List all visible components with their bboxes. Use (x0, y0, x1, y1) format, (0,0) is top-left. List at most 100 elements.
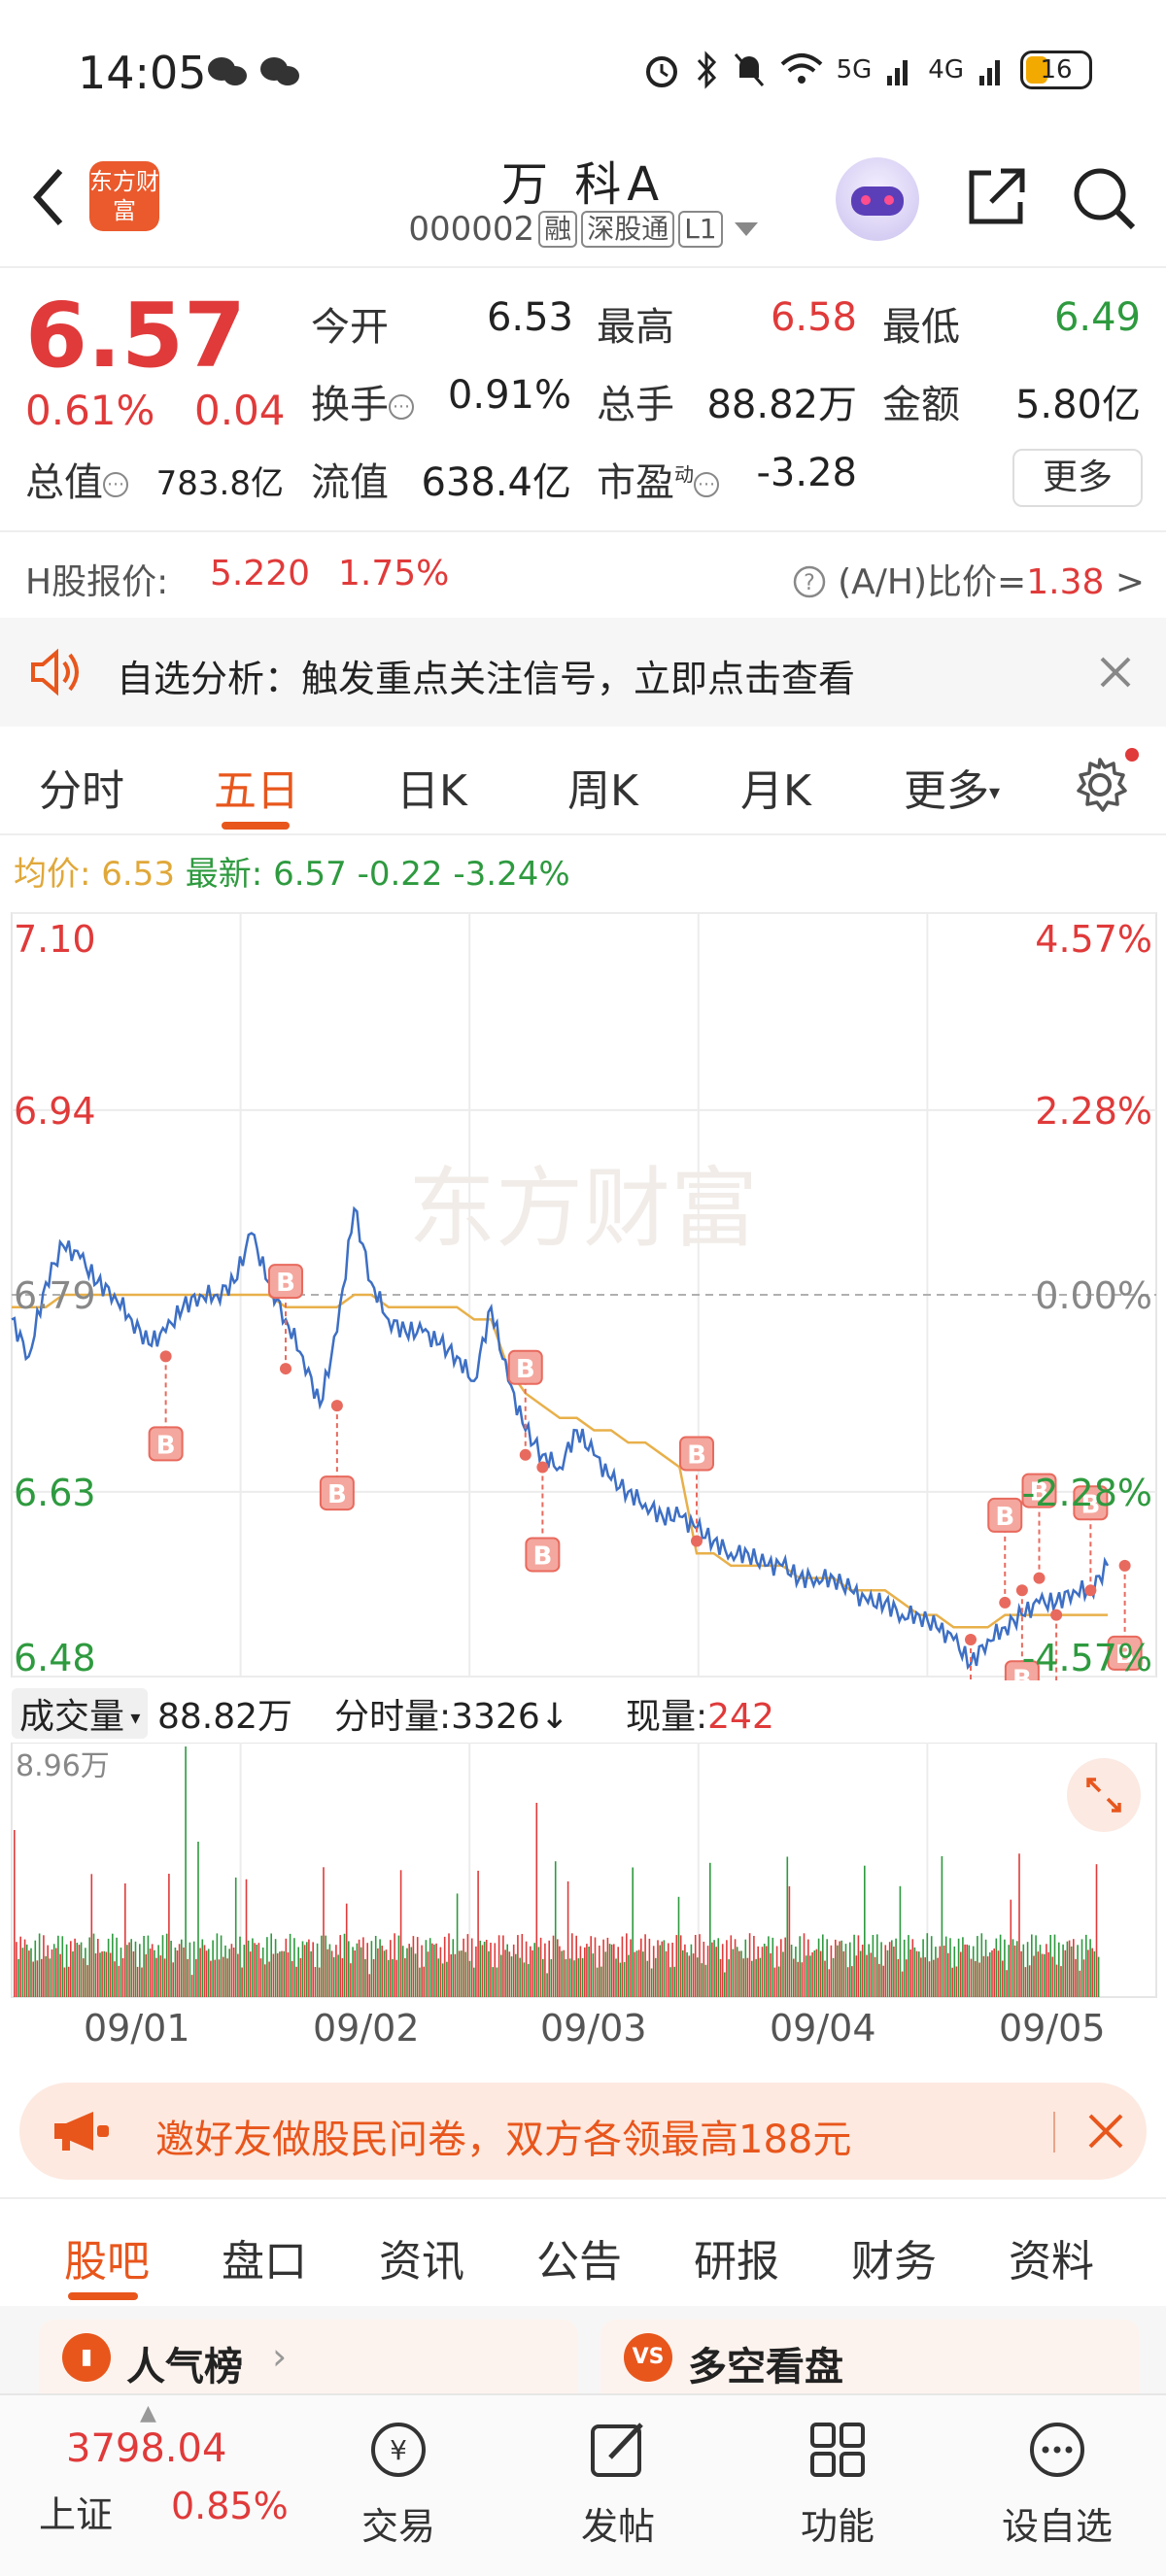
tab-forum[interactable]: 股吧 (64, 2237, 150, 2287)
close-icon[interactable] (1086, 2112, 1125, 2151)
volume-bar (264, 1964, 266, 1997)
tab-profile[interactable]: 资料 (1009, 2237, 1094, 2287)
volume-bar (517, 1935, 519, 1997)
volume-bar (642, 1951, 644, 1997)
volume-bar (870, 1952, 873, 1997)
volume-bar (136, 1966, 139, 1997)
volume-bar (103, 1950, 106, 1997)
volume-bar (372, 1959, 375, 1997)
tab-news[interactable]: 资讯 (379, 2237, 464, 2287)
back-icon[interactable] (27, 163, 70, 231)
nav-post[interactable]: 发帖 (540, 2415, 696, 2550)
share-icon[interactable] (962, 163, 1030, 231)
buy-marker-dot (159, 1350, 172, 1363)
gear-icon[interactable] (1069, 754, 1131, 816)
high-label: 最高 (597, 305, 674, 350)
volume-bar (348, 1941, 350, 1997)
chart-tabs: 分时 五日 日K 周K 月K 更多▾ (0, 727, 1166, 835)
tab-daily-k[interactable]: 日K (396, 766, 467, 816)
vs-icon: VS (624, 2333, 672, 2382)
volume-bar (790, 1945, 793, 1997)
volume-bar (717, 1938, 720, 1997)
notice-banner[interactable]: 自选分析：触发重点关注信号，立即点击查看 (0, 618, 1166, 727)
tab-orderbook[interactable]: 盘口 (222, 2237, 307, 2287)
volume-bar (982, 1955, 985, 1997)
volume-bar (99, 1952, 101, 1997)
volume-bar (584, 1947, 586, 1997)
volume-bar (45, 1955, 47, 1997)
ah-ratio[interactable]: ? (A/H)比价=1.38 > (792, 554, 1145, 604)
volume-bar (379, 1939, 381, 1997)
more-button[interactable]: 更多 (1012, 449, 1143, 507)
nav-trade[interactable]: ¥ 交易 (321, 2415, 476, 2550)
volume-bar (143, 1936, 145, 1997)
tab-intraday[interactable]: 分时 (39, 766, 124, 816)
volume-bar (715, 1947, 717, 1997)
close-icon[interactable] (1096, 653, 1135, 692)
volume-bar (354, 1950, 356, 1997)
volume-bar (112, 1933, 114, 1997)
volume-bar (1016, 1941, 1018, 1997)
tab-research[interactable]: 研报 (694, 2237, 779, 2287)
volume-bar (1035, 1935, 1037, 1997)
tab-weekly-k[interactable]: 周K (567, 766, 638, 816)
nav-functions[interactable]: 功能 (760, 2415, 915, 2550)
volume-bar (655, 1957, 657, 1997)
volume-bar (47, 1945, 49, 1997)
volume-bar (701, 1963, 703, 1997)
tab-monthly-k[interactable]: 月K (740, 766, 811, 816)
expand-button[interactable] (1067, 1758, 1141, 1832)
tab-financials[interactable]: 财务 (851, 2237, 937, 2287)
volume-bar (768, 1936, 770, 1997)
stock-code: 000002 (408, 210, 535, 249)
volume-bar (92, 1933, 95, 1997)
h-share-row[interactable]: H股报价: 5.220 1.75% ? (A/H)比价=1.38 > (0, 530, 1166, 618)
volume-chart[interactable]: 8.96万 (0, 1743, 1166, 2005)
search-icon[interactable] (1069, 163, 1139, 233)
volume-bar (252, 1938, 254, 1997)
app-logo[interactable]: 东方财富 (89, 161, 159, 231)
tab-more[interactable]: 更多▾ (904, 766, 1001, 816)
volume-bar (121, 1958, 124, 1997)
robot-assistant-icon[interactable] (836, 157, 919, 241)
volume-bar (682, 1949, 684, 1997)
volume-bar (972, 1946, 975, 1997)
pe-label[interactable]: 市盈动 ⋯ (597, 451, 719, 507)
volume-bar (740, 1950, 742, 1997)
volume-bar (437, 1958, 439, 1997)
volume-bar (980, 1933, 983, 1997)
volume-bar (977, 1936, 978, 1997)
trade-icon: ¥ (371, 2423, 426, 2477)
volume-bar (835, 1939, 837, 1997)
buy-marker-label: B (516, 1355, 535, 1384)
price-chart[interactable]: 东方财富BBBBBBBBBBBBB7.106.946.796.636.484.5… (0, 903, 1166, 1680)
turnover-label[interactable]: 换手 ⋯ (311, 373, 414, 429)
volume-bar (1022, 1944, 1025, 1997)
volume-bar (330, 1950, 333, 1997)
signal-icon (979, 60, 1000, 85)
bluetooth-icon (697, 51, 716, 89)
cards-row: ▮ 人气榜 › VS 多空看盘 (0, 2306, 1166, 2417)
stock-code-row[interactable]: 000002 融 深股通 L1 (0, 210, 1166, 249)
tab-five-day[interactable]: 五日 (214, 766, 299, 816)
volume-bar (882, 1965, 884, 1997)
volume-bar (697, 1957, 699, 1997)
tab-announcements[interactable]: 公告 (536, 2237, 622, 2287)
volume-bar (960, 1951, 962, 1997)
promo-banner[interactable]: 邀好友做股民问卷，双方各领最高188元 (19, 2083, 1147, 2180)
volume-selector[interactable]: 成交量 ▾ (12, 1688, 149, 1739)
buy-marker-label: B (1115, 1641, 1135, 1670)
volume-bar (151, 1944, 154, 1997)
volume-bar (1080, 1939, 1083, 1997)
signal-icon (887, 60, 909, 85)
nav-add-watchlist[interactable]: 设自选 (979, 2415, 1135, 2550)
volume-bar (128, 1942, 130, 1997)
volume-bar (559, 1946, 561, 1997)
volume-bar (634, 1951, 636, 1997)
volume-bar (257, 1943, 260, 1997)
volume-bar (811, 1951, 813, 1997)
volume-bar (65, 1944, 68, 1997)
volume-bar (999, 1934, 1002, 1997)
buy-marker-label: B (156, 1431, 176, 1460)
market-cap-label[interactable]: 总值 ⋯ (25, 451, 128, 507)
